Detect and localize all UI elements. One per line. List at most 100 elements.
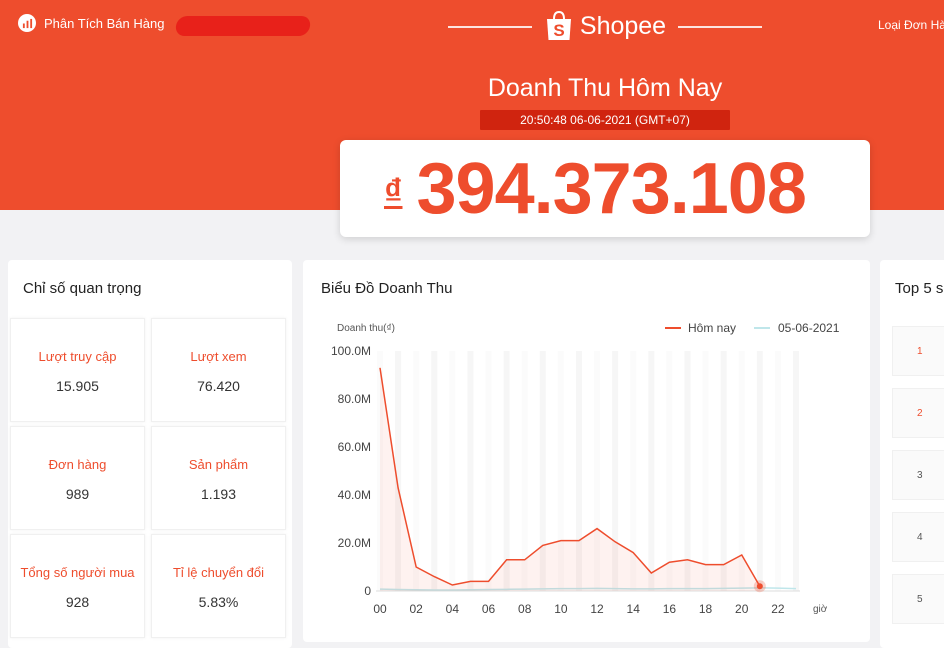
- metric-value: 928: [65, 594, 90, 610]
- revenue-chart-panel: Biểu Đồ Doanh Thu 0 20.0M 40.0M 60.0M 80.0M 1…: [303, 260, 870, 642]
- grid-band: [485, 351, 492, 591]
- analytics-icon: [18, 14, 36, 32]
- x-tick-label: 08: [518, 602, 532, 616]
- x-tick-label: 10: [554, 602, 568, 616]
- rank-number: 5: [917, 593, 923, 605]
- divider: [448, 26, 532, 28]
- x-tick-label: 04: [446, 602, 460, 616]
- metric-card[interactable]: Lượt xem 76.420: [151, 318, 286, 422]
- metric-label: Lượt truy cập: [38, 349, 117, 364]
- shopee-bag-icon: S: [544, 10, 574, 42]
- rank-row[interactable]: 4: [892, 512, 944, 562]
- rank-row[interactable]: 2: [892, 388, 944, 438]
- grid-band: [557, 351, 564, 591]
- grid-band: [539, 351, 546, 591]
- metric-value: 5.83%: [198, 594, 239, 610]
- y-tick-label: 60.0M: [338, 440, 371, 454]
- x-tick-label: 16: [663, 602, 677, 616]
- y-tick-label: 0: [364, 584, 371, 598]
- grid-band: [467, 351, 474, 591]
- legend-label: 05-06-2021: [778, 321, 840, 335]
- app-title[interactable]: Phân Tích Bán Hàng: [18, 14, 164, 32]
- grid-band: [431, 351, 438, 591]
- legend-label: Hôm nay: [688, 321, 736, 335]
- x-tick-label: 14: [627, 602, 641, 616]
- metric-value: 989: [65, 486, 90, 502]
- divider: [678, 26, 762, 28]
- revenue-chart[interactable]: 0 20.0M 40.0M 60.0M 80.0M 100.0M 00 02 04 06 08 10 1…: [303, 260, 870, 642]
- app-name: Phân Tích Bán Hàng: [44, 15, 165, 31]
- order-type-filter[interactable]: Loại Đơn Hàng: [878, 18, 944, 32]
- grid-band: [666, 351, 673, 591]
- rank-number: 4: [917, 531, 923, 543]
- top-products-panel: Top 5 s 1 2 3 4 5: [880, 260, 944, 648]
- x-tick-label: 20: [735, 602, 749, 616]
- metric-value: 76.420: [197, 378, 240, 394]
- x-tick-label: 02: [409, 602, 423, 616]
- grid-band: [612, 351, 619, 591]
- series-line-hom-nay: [379, 367, 761, 587]
- grid-band: [449, 351, 456, 591]
- metric-label: Tỉ lệ chuyển đổi: [172, 565, 265, 580]
- grid-band: [503, 351, 510, 591]
- panel-title: Top 5 s: [895, 280, 944, 297]
- grid-band: [684, 351, 691, 591]
- metric-card[interactable]: Đơn hàng 989: [10, 426, 145, 530]
- grid-band: [720, 351, 727, 591]
- y-tick-label: 80.0M: [338, 392, 371, 406]
- grid-band: [377, 351, 383, 591]
- grid-band: [702, 351, 709, 591]
- series-line-05-06-2021: [379, 587, 797, 591]
- panel-title: Chỉ số quan trọng: [23, 280, 142, 297]
- rank-row[interactable]: 1: [892, 326, 944, 376]
- metric-card[interactable]: Tổng số người mua 928: [10, 534, 145, 638]
- grid-band: [413, 351, 420, 591]
- y-tick-label: 40.0M: [338, 488, 371, 502]
- revenue-card: ₫ 394.373.108: [340, 140, 870, 237]
- x-axis-label: giờ: [813, 604, 828, 615]
- grid-band: [648, 351, 655, 591]
- x-tick-label: 22: [771, 602, 785, 616]
- y-axis-label: Doanh thu(₫): [337, 323, 395, 334]
- x-tick-label: 18: [699, 602, 713, 616]
- revenue-timestamp: 20:50:48 06-06-2021 (GMT+07): [480, 110, 730, 130]
- currency-symbol: ₫: [384, 170, 403, 212]
- grid-band: [738, 351, 745, 591]
- grid-band: [756, 351, 763, 591]
- grid-band: [793, 351, 799, 591]
- rank-row[interactable]: 3: [892, 450, 944, 500]
- metric-label: Sản phẩm: [188, 457, 249, 472]
- metric-label: Lượt xem: [190, 349, 247, 364]
- y-tick-label: 20.0M: [338, 536, 371, 550]
- grid-band: [521, 351, 528, 591]
- metric-label: Đơn hàng: [48, 457, 107, 472]
- grid-band: [630, 351, 637, 591]
- grid-band: [774, 351, 781, 591]
- svg-text:S: S: [553, 21, 564, 40]
- grid-band: [575, 351, 582, 591]
- redaction-mark: [174, 16, 312, 36]
- rank-number: 3: [917, 469, 923, 481]
- metric-card[interactable]: Lượt truy cập 15.905: [10, 318, 145, 422]
- revenue-amount: 394.373.108: [416, 148, 806, 229]
- rank-number: 1: [917, 345, 923, 357]
- key-metrics-panel: Chỉ số quan trọng Lượt truy cập 15.905 L…: [8, 260, 292, 648]
- y-tick-label: 100.0M: [331, 344, 371, 358]
- metric-label: Tổng số người mua: [20, 565, 135, 580]
- grid-band: [395, 351, 402, 591]
- x-tick-label: 12: [590, 602, 604, 616]
- metric-card[interactable]: Tỉ lệ chuyển đổi 5.83%: [151, 534, 286, 638]
- brand-name: Shopee: [579, 11, 667, 40]
- metric-value: 15.905: [56, 378, 99, 394]
- rank-row[interactable]: 5: [892, 574, 944, 624]
- x-tick-label: 06: [482, 602, 496, 616]
- revenue-title: Doanh Thu Hôm Nay: [487, 74, 723, 102]
- current-point: [756, 583, 763, 590]
- brand-logo: S Shopee: [448, 6, 762, 46]
- rank-number: 2: [917, 407, 923, 419]
- metric-value: 1.193: [200, 486, 237, 502]
- panel-title: Biểu Đồ Doanh Thu: [321, 280, 453, 297]
- x-tick-label: 00: [373, 602, 387, 616]
- grid-band: [594, 351, 601, 591]
- metric-card[interactable]: Sản phẩm 1.193: [151, 426, 286, 530]
